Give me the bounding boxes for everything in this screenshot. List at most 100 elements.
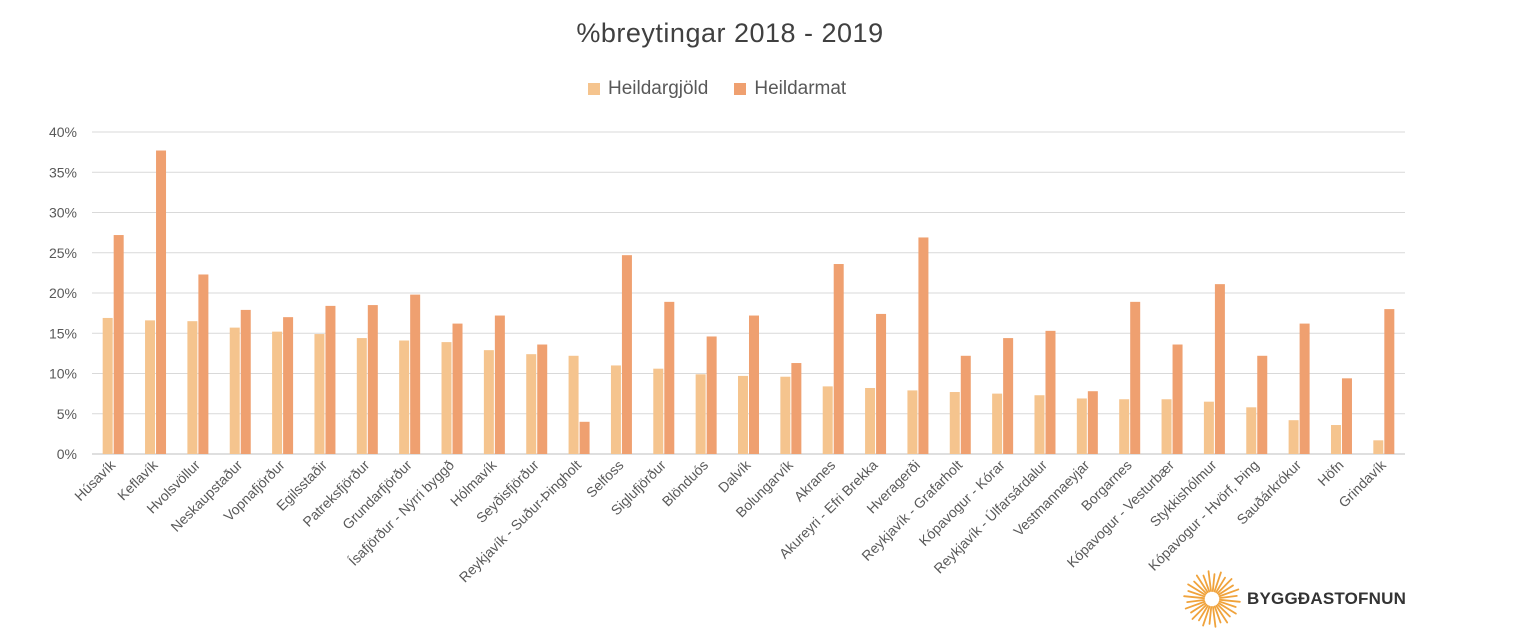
bar-heildargjold [102,317,113,454]
x-category-label: Höfn [1314,457,1346,489]
y-tick-label: 40% [49,124,77,140]
bar-heildargjold [1034,395,1045,454]
bar-heildargjold [399,340,410,454]
legend-label-heildarmat: Heildarmat [754,78,847,99]
y-axis: 0% 5% 10% 15% 20% 25% 30% 35% 40% [49,124,77,462]
bar-heildarmat [494,315,505,454]
sun-ray [1213,605,1222,624]
legend-swatch-heildarmat [734,83,747,95]
bar-heildarmat [876,313,887,454]
y-tick-label: 25% [49,245,77,261]
sun-ray [1216,603,1231,618]
bar-heildarmat [410,294,421,454]
bar-heildarmat [1384,309,1395,454]
y-tick-label: 30% [49,205,77,221]
y-tick-label: 0% [57,446,77,462]
bar-heildarmat [1341,378,1352,454]
bar-heildargjold [145,320,156,454]
logo: BYGGÐASTOFNUN [1183,570,1406,628]
bar-heildargjold [738,375,748,454]
sun-ray [1208,606,1213,625]
chart-title: %breytingar 2018 - 2019 [576,18,884,48]
bar-heildargjold [526,354,537,454]
bar-heildarmat [1299,323,1310,454]
bar-heildargjold [610,365,621,454]
bar-heildargjold [314,334,325,454]
bar-heildarmat [749,315,759,454]
sun-ray [1212,606,1217,628]
y-tick-label: 15% [49,325,77,341]
bar-heildarmat [918,237,929,454]
bar-heildargjold [653,368,664,454]
bar-heildargjold [356,338,367,454]
legend: Heildargjöld Heildarmat [588,78,872,100]
x-category-label: Húsavík [71,456,119,504]
sun-ray [1183,595,1205,600]
bar-heildarmat [240,309,251,454]
sun-ray [1202,574,1211,593]
bar-heildargjold [695,374,706,454]
bar-heildarmat [283,317,294,454]
bar-heildargjold [1246,407,1257,454]
bar-heildarmat [706,336,717,454]
bars [102,150,1395,454]
bar-heildargjold [272,331,283,454]
y-tick-label: 5% [57,406,77,422]
legend-label-heildargjold: Heildargjöld [608,78,709,99]
y-tick-label: 20% [49,285,77,301]
sun-ray [1195,574,1209,594]
y-tick-label: 35% [49,164,77,180]
sun-ray [1215,604,1229,624]
bar-heildarmat [1087,391,1098,454]
bar-heildarmat [1045,330,1056,454]
bar-heildargjold [187,321,198,454]
sun-ray [1216,578,1233,595]
gridlines [92,131,1405,455]
bar-heildargjold [949,392,960,454]
bar-heildarmat [833,264,844,454]
sun-ray [1186,599,1205,604]
bar-heildargjold [822,386,833,454]
sun-ray [1219,594,1238,599]
bar-heildarmat [621,255,632,454]
bar-heildarmat [1257,355,1268,454]
x-axis: HúsavíkKeflavíkHvolsvöllurNeskaupstaðurV… [71,456,1389,585]
bar-heildarmat [113,235,124,454]
bar-heildargjold [1373,440,1384,454]
sun-ray [1211,573,1216,592]
x-category-label: Blönduós [659,457,712,510]
legend-item-heildarmat: Heildarmat [734,78,846,100]
sun-ray [1217,584,1234,596]
bar-heildargjold [1330,425,1341,454]
sun-ray [1184,600,1206,610]
bar-heildarmat [791,363,802,454]
bar-heildarmat [579,421,590,454]
legend-swatch-heildargjold [588,83,600,95]
legend-item-heildargjold: Heildargjöld [588,78,708,100]
y-tick-label: 10% [49,366,77,382]
bar-heildarmat [367,305,378,454]
sun-ray [1207,570,1212,592]
bar-heildarmat [325,305,336,454]
sun-ray [1218,600,1237,608]
bar-heildargjold [1119,399,1130,454]
sun-ray [1213,571,1222,593]
bar-heildargjold [1076,398,1087,454]
bar-heildarmat [960,355,971,454]
logo-text: BYGGÐASTOFNUN [1247,589,1407,608]
bar-heildargjold [1203,401,1214,454]
bar-heildarmat [156,150,167,454]
bar-heildargjold [865,387,876,454]
x-category-label: Vestmannaeyjar [1010,457,1093,540]
sun-ray [1198,604,1209,622]
bar-heildarmat [1172,344,1183,454]
bar-heildargjold [229,327,240,454]
sun-ray [1218,588,1240,598]
sun-ray [1202,605,1211,627]
bar-heildarmat [664,301,675,454]
bar-heildarmat [1214,284,1225,454]
bar-heildarmat [537,344,548,454]
bar-heildargjold [907,390,918,454]
sun-ray [1187,583,1207,596]
